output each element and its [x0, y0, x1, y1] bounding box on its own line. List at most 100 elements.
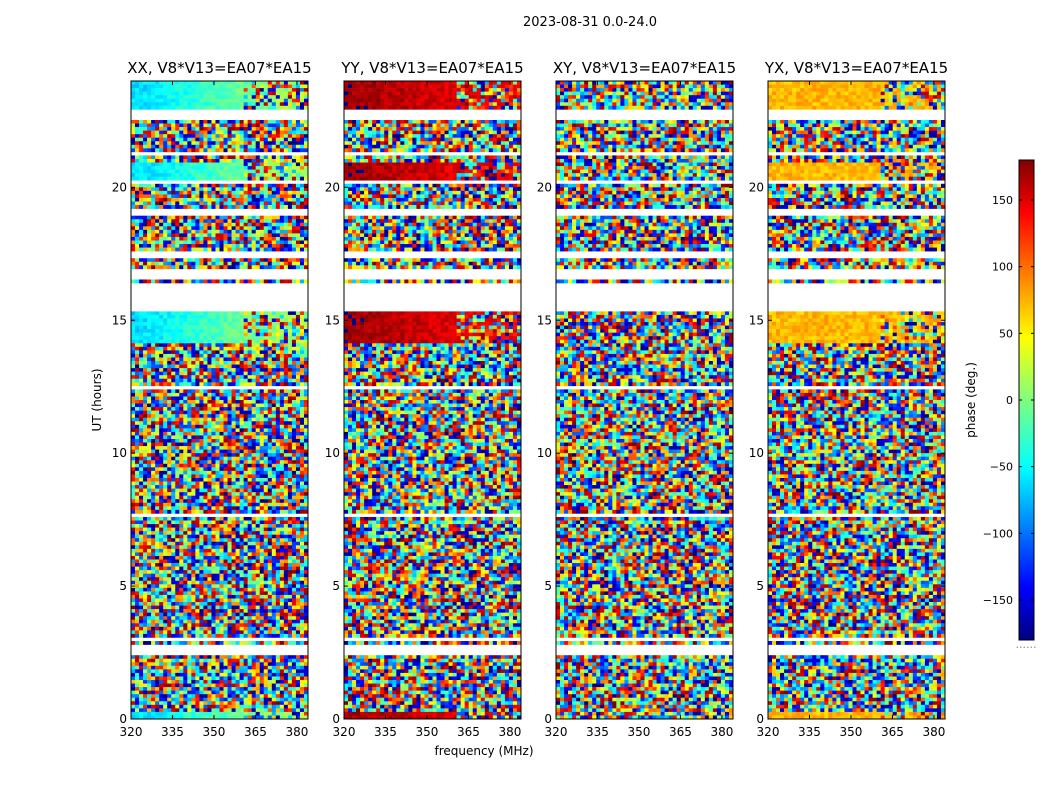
heatmap-cell [247, 88, 252, 92]
heatmap-cell [287, 552, 293, 557]
heatmap-cell [287, 265, 293, 270]
heatmap-cell [207, 194, 212, 199]
heatmap-cell [279, 314, 285, 319]
heatmap-cell [247, 127, 252, 131]
heatmap-cell [267, 311, 273, 316]
heatmap-cell [259, 502, 265, 507]
heatmap-cell [283, 449, 289, 454]
heatmap-cell [231, 162, 236, 167]
heatmap-cell [271, 403, 277, 408]
heatmap-cell [303, 502, 309, 507]
heatmap-cell [215, 538, 220, 543]
heatmap-cell [279, 552, 285, 557]
heatmap-cell [235, 555, 240, 560]
heatmap-cell [275, 555, 281, 560]
heatmap-cell [183, 169, 188, 174]
heatmap-cell [287, 502, 293, 507]
heatmap-cell [223, 127, 228, 131]
heatmap-cell [167, 329, 172, 333]
heatmap-cell [171, 456, 176, 461]
heatmap-cell [247, 102, 252, 107]
heatmap-cell [135, 322, 140, 326]
heatmap-cell [267, 240, 273, 245]
heatmap-cell [195, 98, 200, 103]
heatmap-cell [191, 456, 196, 461]
heatmap-cell [183, 166, 188, 170]
heatmap-cell [159, 534, 164, 539]
heatmap-cell [163, 424, 168, 429]
heatmap-cell [303, 233, 309, 238]
heatmap-cell [131, 499, 136, 504]
heatmap-cell [131, 407, 136, 411]
heatmap-cell [147, 336, 152, 341]
heatmap-cell [151, 555, 156, 560]
heatmap-cell [195, 502, 200, 507]
heatmap-cell [267, 442, 273, 447]
heatmap-cell [275, 226, 281, 231]
heatmap-cell [175, 350, 180, 355]
heatmap-cell [259, 403, 265, 408]
heatmap-cell [167, 548, 172, 553]
heatmap-cell [267, 318, 273, 323]
heatmap-cell [155, 375, 160, 380]
heatmap-cell [267, 403, 273, 408]
heatmap-cell [151, 541, 156, 546]
heatmap-cell [135, 456, 140, 461]
heatmap-cell [211, 233, 216, 238]
heatmap-cell [239, 215, 244, 220]
heatmap-cell [159, 194, 164, 199]
heatmap-cell [291, 392, 297, 397]
heatmap-cell [303, 541, 309, 546]
heatmap-cell [167, 105, 172, 110]
heatmap-cell [271, 81, 277, 85]
heatmap-cell [151, 127, 156, 131]
heatmap-cell [283, 339, 289, 344]
heatmap-cell [191, 222, 196, 227]
heatmap-cell [239, 389, 244, 394]
heatmap-cell [263, 414, 269, 419]
heatmap-cell [283, 538, 289, 543]
heatmap-cell [207, 91, 212, 96]
heatmap-cell [199, 194, 204, 199]
heatmap-cell [255, 389, 261, 394]
heatmap-cell [207, 400, 212, 404]
heatmap-cell [275, 410, 281, 415]
heatmap-cell [131, 446, 136, 450]
heatmap-cell [263, 392, 269, 397]
heatmap-cell [203, 183, 208, 188]
heatmap-cell [143, 353, 148, 358]
heatmap-cell [267, 453, 273, 458]
heatmap-cell [235, 176, 240, 181]
heatmap-cell [299, 410, 305, 415]
heatmap-cell [135, 187, 140, 192]
heatmap-cell [211, 190, 216, 195]
heatmap-cell [131, 524, 136, 528]
heatmap-cell [271, 446, 277, 450]
heatmap-cell [219, 495, 224, 500]
heatmap-cell [271, 187, 277, 192]
heatmap-cell [223, 95, 228, 100]
heatmap-cell [163, 190, 168, 195]
heatmap-cell [283, 244, 289, 248]
heatmap-cell [275, 449, 281, 454]
heatmap-cell [235, 531, 240, 535]
heatmap-cell [179, 516, 184, 521]
heatmap-cell [287, 407, 293, 411]
heatmap-cell [239, 460, 244, 465]
heatmap-cell [243, 311, 248, 316]
heatmap-cell [187, 389, 192, 394]
heatmap-cell [203, 371, 208, 376]
heatmap-cell [187, 81, 192, 85]
heatmap-cell [159, 187, 164, 192]
heatmap-cell [203, 205, 208, 209]
heatmap-cell [267, 417, 273, 422]
heatmap-cell [247, 91, 252, 96]
heatmap-cell [163, 492, 168, 496]
heatmap-cell [155, 84, 160, 89]
heatmap-cell [159, 176, 164, 181]
heatmap-cell [271, 357, 277, 362]
heatmap-cell [187, 527, 192, 532]
heatmap-cell [291, 222, 297, 227]
heatmap-cell [283, 222, 289, 227]
heatmap-cell [231, 187, 236, 192]
